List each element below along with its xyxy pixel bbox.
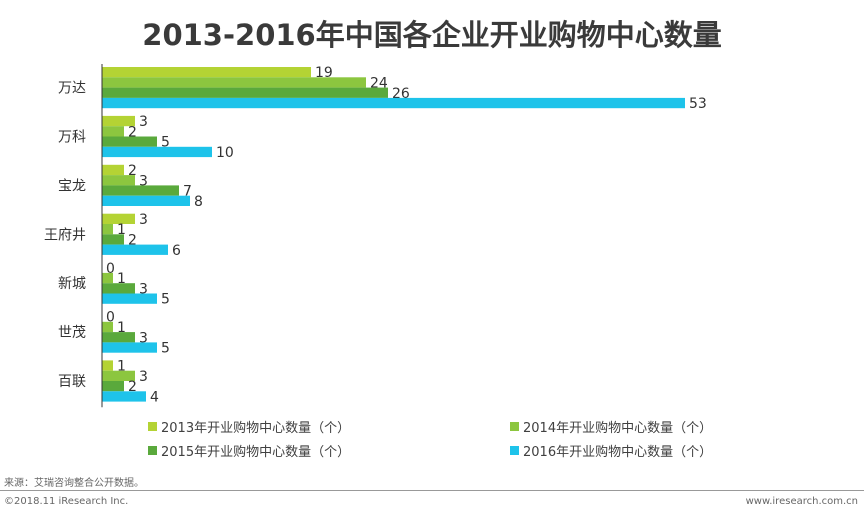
- legend-item-2015: 2015年开业购物中心数量（个）: [148, 441, 350, 460]
- bar: [102, 321, 113, 333]
- bar: [102, 164, 124, 176]
- bar: [102, 381, 124, 392]
- legend-swatch-2015: [148, 446, 157, 455]
- data-label: 3: [139, 330, 148, 346]
- data-label: 2: [128, 232, 137, 248]
- data-label: 10: [216, 145, 234, 161]
- bar: [102, 283, 135, 294]
- data-label: 5: [161, 292, 170, 308]
- data-label: 26: [392, 86, 410, 102]
- data-label: 6: [172, 243, 181, 259]
- data-label: 3: [139, 212, 148, 228]
- bar: [102, 234, 124, 245]
- data-label: 4: [150, 389, 159, 405]
- data-label: 0: [106, 261, 115, 277]
- data-label: 3: [139, 369, 148, 385]
- data-label: 1: [117, 359, 126, 375]
- bar: [102, 146, 212, 158]
- bar: [102, 213, 135, 224]
- category-label: 新城: [58, 276, 86, 292]
- legend-swatch-2016: [510, 446, 519, 455]
- bar: [102, 391, 146, 402]
- bar: [102, 67, 311, 78]
- bar: [102, 115, 135, 127]
- data-label: 2: [128, 124, 137, 140]
- data-label: 7: [183, 184, 192, 200]
- footer-divider: [0, 490, 864, 491]
- website: www.iresearch.com.cn: [745, 496, 858, 507]
- bar: [102, 224, 113, 235]
- category-label: 万科: [58, 130, 86, 146]
- legend-swatch-2014: [510, 422, 519, 431]
- data-label: 5: [161, 135, 170, 151]
- data-label: 19: [315, 65, 333, 81]
- data-label: 0: [106, 310, 115, 326]
- bar: [102, 136, 157, 147]
- legend-label-2016: 2016年开业购物中心数量（个）: [523, 445, 713, 460]
- legend-item-2014: 2014年开业购物中心数量（个）: [510, 417, 712, 436]
- chart-title: 2013-2016年中国各企业开业购物中心数量: [142, 18, 722, 52]
- data-label: 3: [139, 281, 148, 297]
- category-label: 万达: [58, 81, 86, 97]
- category-label: 百联: [58, 374, 86, 390]
- legend-label-2013: 2013年开业购物中心数量（个）: [161, 421, 351, 436]
- legend-item-2013: 2013年开业购物中心数量（个）: [148, 417, 350, 436]
- bar: [102, 360, 113, 371]
- data-label: 5: [161, 341, 170, 357]
- bar: [102, 332, 135, 343]
- category-label: 世茂: [58, 324, 86, 341]
- bar: [102, 97, 685, 109]
- bar: [102, 126, 124, 137]
- bar: [102, 175, 135, 186]
- data-label: 3: [139, 173, 148, 189]
- bar-chart: 万达19242653万科32510宝龙2378王府井3126新城0135世茂01…: [44, 64, 707, 408]
- bar: [102, 185, 179, 196]
- bar: [102, 293, 157, 304]
- category-label: 宝龙: [58, 178, 86, 194]
- data-label: 2: [128, 163, 137, 179]
- bar: [102, 195, 190, 206]
- data-label: 1: [117, 320, 126, 336]
- bar: [102, 272, 113, 284]
- data-label: 24: [370, 75, 388, 91]
- bar: [102, 244, 168, 255]
- bar: [102, 77, 366, 88]
- legend-label-2015: 2015年开业购物中心数量（个）: [161, 445, 351, 460]
- data-label: 8: [194, 194, 203, 210]
- copyright: ©2018.11 iResearch Inc.: [4, 496, 129, 507]
- category-label: 王府井: [44, 227, 86, 243]
- bar: [102, 342, 157, 353]
- data-label: 53: [689, 96, 707, 112]
- data-label: 1: [117, 271, 126, 287]
- data-label: 3: [139, 114, 148, 130]
- data-label: 1: [117, 222, 126, 238]
- legend-item-2016: 2016年开业购物中心数量（个）: [510, 441, 712, 460]
- legend-swatch-2013: [148, 422, 157, 431]
- legend-label-2014: 2014年开业购物中心数量（个）: [523, 421, 713, 436]
- bar: [102, 370, 135, 381]
- data-label: 2: [128, 379, 137, 395]
- bar: [102, 87, 388, 98]
- source-note: 来源：艾瑞咨询整合公开数据。: [4, 478, 144, 489]
